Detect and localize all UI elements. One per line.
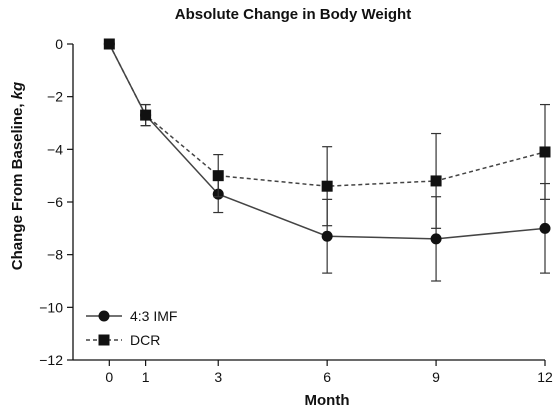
legend-marker-dcr	[98, 334, 110, 346]
data-point	[103, 38, 115, 50]
y-axis-label: Change From Baseline, kg	[9, 82, 26, 270]
y-tick-label: −10	[39, 299, 63, 315]
x-tick-label: 12	[537, 369, 553, 385]
data-point	[539, 146, 551, 158]
y-tick-label: −2	[47, 89, 63, 105]
legend-item-imf: 4:3 IMF	[86, 308, 177, 324]
x-axis-label: Month	[305, 392, 350, 409]
y-tick-label: −8	[47, 247, 63, 263]
legend-label-dcr: DCR	[130, 332, 160, 348]
series-dcr	[103, 38, 551, 229]
legend: 4:3 IMF DCR	[86, 308, 177, 348]
chart-title: Absolute Change in Body Weight	[175, 6, 411, 23]
series-line	[108, 43, 546, 187]
y-tick-label: −4	[47, 141, 63, 157]
data-point	[321, 180, 333, 192]
data-point	[539, 222, 551, 234]
legend-marker-imf	[98, 310, 110, 322]
x-tick-label: 1	[142, 369, 150, 385]
data-point	[321, 230, 333, 242]
legend-label-imf: 4:3 IMF	[130, 308, 177, 324]
data-point	[430, 175, 442, 187]
x-tick-label: 6	[323, 369, 331, 385]
data-point	[140, 109, 152, 121]
x-tick-label: 9	[432, 369, 440, 385]
x-tick-label: 0	[105, 369, 113, 385]
y-tick-label: −6	[47, 194, 63, 210]
data-point	[212, 170, 224, 182]
y-tick-label: −12	[39, 352, 63, 368]
x-tick-label: 3	[214, 369, 222, 385]
data-point	[430, 233, 442, 245]
y-tick-label: 0	[55, 36, 63, 52]
legend-item-dcr: DCR	[86, 332, 160, 348]
